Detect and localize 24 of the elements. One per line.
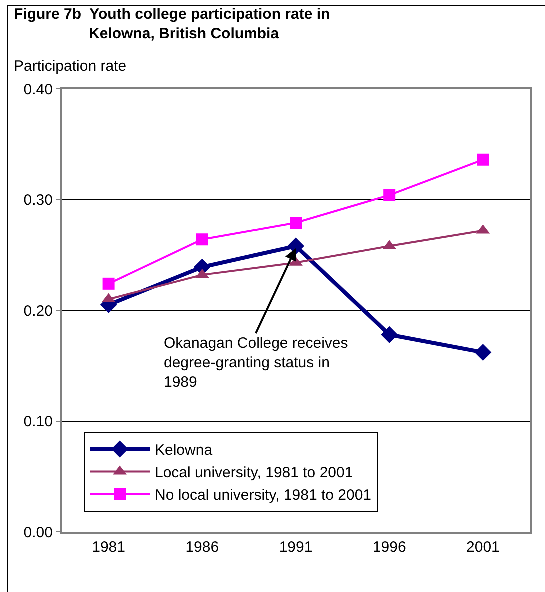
x-tick-label: 2001: [466, 539, 500, 556]
x-tick-label: 1986: [186, 539, 220, 556]
y-tick-label: 0.40: [24, 81, 53, 98]
y-tick-label: 0.10: [24, 414, 53, 430]
point: [102, 278, 115, 290]
legend-label: Kelowna: [155, 442, 214, 460]
point: [384, 189, 396, 202]
point: [474, 344, 492, 362]
y-tick-label: 0.00: [24, 524, 53, 542]
chart-title: Figure 7b Youth college participation rate in Kelowna, British Columbia: [14, 6, 330, 42]
point: [477, 154, 490, 166]
y-axis-title: Participation rate: [14, 58, 127, 75]
y-tick-label: 0.30: [24, 192, 53, 209]
x-tick-label: 1991: [279, 539, 313, 556]
y-tick-label: 0.20: [24, 302, 53, 320]
point: [290, 217, 302, 230]
legend-label: Local university, 1981 to 2001: [155, 464, 354, 482]
x-tick-label: 1981: [92, 539, 126, 556]
legend-label: No local university, 1981 to 2001: [155, 487, 372, 504]
point: [196, 234, 208, 246]
x-tick-label: 1996: [372, 539, 406, 556]
point: [381, 326, 398, 344]
annotation: Okanagan College receives degree-granting status in 1989: [164, 335, 348, 391]
point: [288, 238, 304, 255]
